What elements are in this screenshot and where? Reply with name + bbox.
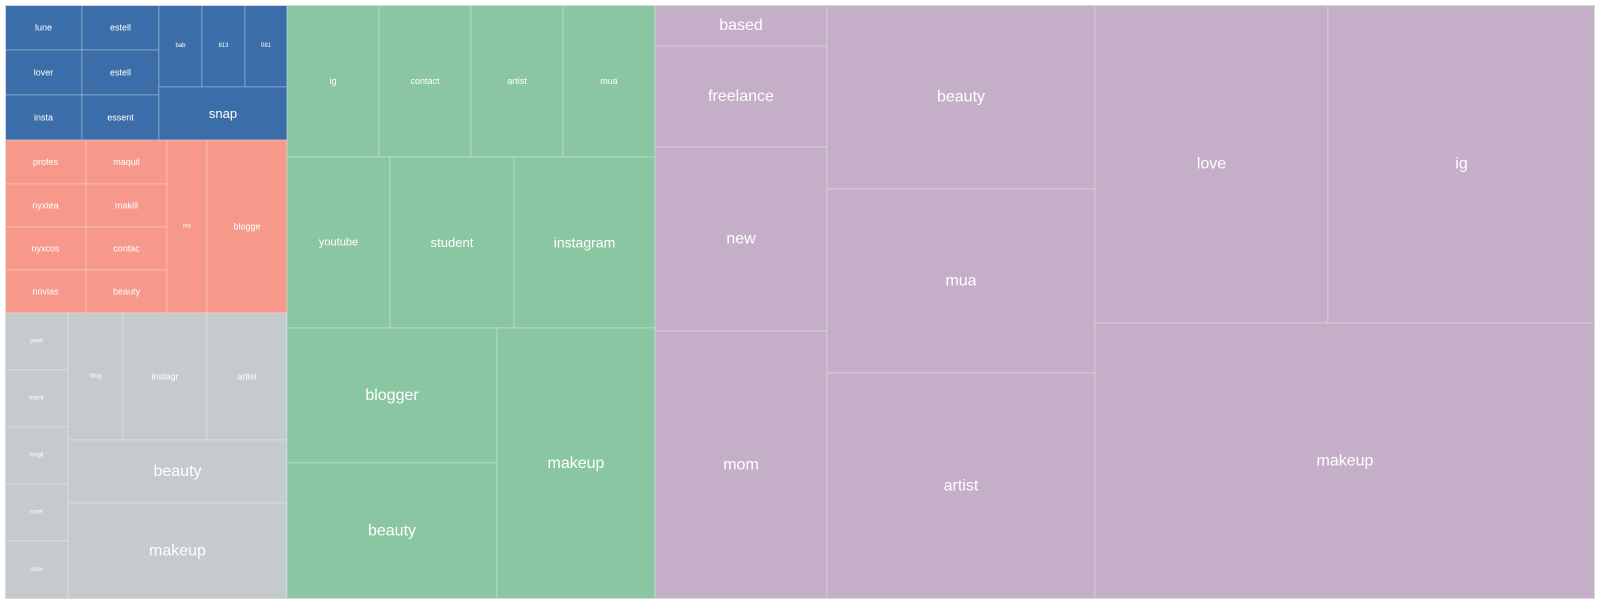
treemap-cell-label: estell	[110, 68, 131, 78]
treemap-cell-label: beauty	[937, 89, 985, 106]
treemap-cell-label: beauty	[368, 523, 416, 540]
treemap-cell-label: student	[431, 235, 474, 250]
treemap-cell-label: makill	[115, 201, 138, 211]
treemap-cell-label: makeup	[1317, 453, 1374, 470]
treemap-cell[interactable]	[81, 49, 160, 96]
treemap-cell-label: intov	[30, 567, 43, 573]
treemap-cell[interactable]	[5, 483, 69, 542]
treemap-cell[interactable]	[286, 5, 380, 158]
treemap-cell[interactable]	[166, 139, 208, 314]
treemap-group-salmon: profes maquil nyxtea makill nyxcos contac novi…	[5, 139, 288, 314]
treemap-cell-label: youtube	[319, 237, 358, 249]
treemap-cell-label: ig	[329, 76, 336, 86]
treemap-cell[interactable]	[389, 156, 515, 329]
treemap-cell-label: mcgil	[29, 453, 43, 459]
treemap-cell-label: pelel	[30, 339, 43, 345]
treemap-cell-label: montr	[29, 396, 44, 402]
treemap-cell-label: contac	[113, 244, 140, 254]
treemap-cell-label: nyxtea	[32, 201, 59, 211]
treemap-cell[interactable]	[1094, 322, 1595, 599]
treemap-cell[interactable]	[826, 188, 1096, 374]
treemap-cell[interactable]	[81, 94, 160, 141]
treemap-cell[interactable]	[201, 5, 246, 88]
treemap-cell-label: maquil	[113, 157, 140, 167]
treemap-cell[interactable]	[826, 5, 1096, 190]
treemap-cell[interactable]	[5, 540, 69, 599]
treemap-group-gray: pelel montr mcgil lover intov blog instagr arti…	[5, 312, 288, 599]
treemap-cell[interactable]	[826, 372, 1096, 599]
treemap-cell-label: new	[726, 231, 756, 248]
treemap-cell[interactable]	[286, 462, 498, 599]
treemap-cell[interactable]	[496, 327, 656, 599]
treemap-cell-label: nyxcos	[31, 244, 60, 254]
treemap-cell-label: estell	[110, 23, 131, 33]
treemap-cell-label: 813	[218, 43, 229, 49]
treemap-cell[interactable]	[5, 49, 83, 96]
treemap-cell[interactable]	[85, 139, 168, 185]
treemap-cell[interactable]	[286, 156, 391, 329]
treemap-cell-label: mom	[723, 457, 759, 474]
treemap-cell[interactable]	[5, 369, 69, 428]
treemap-cell-label: artist	[944, 478, 979, 495]
treemap-cell[interactable]	[286, 327, 498, 464]
treemap-cell-label: essent	[107, 113, 134, 123]
treemap-cell-label: blogge	[233, 222, 260, 232]
treemap-cell-label: snap	[209, 106, 237, 121]
treemap-cell-label: instagr	[151, 372, 178, 382]
treemap-cell-label: blog	[90, 374, 101, 380]
treemap-cell[interactable]	[5, 94, 83, 141]
treemap-cell[interactable]	[81, 5, 160, 51]
treemap-cell-label: bab	[175, 43, 186, 49]
treemap-cell[interactable]	[244, 5, 288, 88]
treemap-cell[interactable]	[85, 183, 168, 228]
treemap-cell[interactable]	[67, 312, 124, 441]
treemap-cell-label: lover	[34, 68, 54, 78]
treemap-cell-label: artist	[237, 372, 257, 382]
treemap-cell-label: profes	[33, 157, 59, 167]
treemap-cell-label: lune	[35, 23, 52, 33]
treemap-cell[interactable]	[470, 5, 564, 158]
treemap-cell[interactable]	[158, 5, 203, 88]
treemap-cell[interactable]	[5, 226, 87, 271]
treemap-cell-label: ins	[183, 224, 191, 230]
treemap-cell[interactable]	[562, 5, 656, 158]
treemap-cell-label: 081	[261, 43, 272, 49]
treemap-cell[interactable]	[206, 139, 288, 314]
treemap-group-blue: lune estell lover estell insta essent bab 813 08…	[5, 5, 288, 141]
treemap-cell-label: insta	[34, 113, 53, 123]
treemap-cell-label: novias	[32, 287, 59, 297]
treemap-cell-label: instagram	[554, 235, 615, 251]
treemap-cell[interactable]	[654, 330, 828, 599]
treemap-cell[interactable]	[85, 269, 168, 314]
treemap-cell-label: contact	[410, 76, 440, 86]
treemap-cell-label: mua	[600, 76, 618, 86]
treemap-svg: lune estell lover estell insta essent bab 813 08…	[5, 5, 1595, 599]
treemap-cell[interactable]	[158, 86, 288, 141]
treemap-cell[interactable]	[5, 312, 69, 371]
treemap-cell-label: makeup	[548, 455, 605, 472]
treemap-cell-label: love	[1197, 156, 1226, 173]
treemap-cell-label: based	[719, 17, 763, 34]
treemap-cell[interactable]	[206, 312, 288, 441]
treemap-group-green: ig contact artist mua youtube student instagra…	[286, 5, 656, 599]
treemap-cell-label: blogger	[365, 387, 419, 404]
treemap-group-purple: based freelance new mom beauty mua artist love i…	[654, 5, 1595, 599]
treemap-cell-label: mua	[945, 273, 976, 290]
treemap-cell[interactable]	[513, 156, 656, 329]
treemap-border	[5, 5, 1595, 599]
treemap-cell-label: beauty	[153, 463, 201, 480]
treemap-cell-label: makeup	[149, 543, 206, 560]
treemap-cell[interactable]	[654, 45, 828, 148]
treemap-cell-label: ig	[1455, 156, 1467, 173]
treemap-cell-label: artist	[507, 76, 527, 86]
treemap-chart: lune estell lover estell insta essent bab 813 08…	[5, 5, 1595, 599]
treemap-cell-label: beauty	[113, 287, 141, 297]
treemap-cell-label: lover	[30, 510, 43, 516]
treemap-cell-label: freelance	[708, 88, 774, 105]
treemap-cell[interactable]	[5, 426, 69, 485]
treemap-cell[interactable]	[122, 312, 208, 441]
treemap-cell[interactable]	[1327, 5, 1595, 324]
